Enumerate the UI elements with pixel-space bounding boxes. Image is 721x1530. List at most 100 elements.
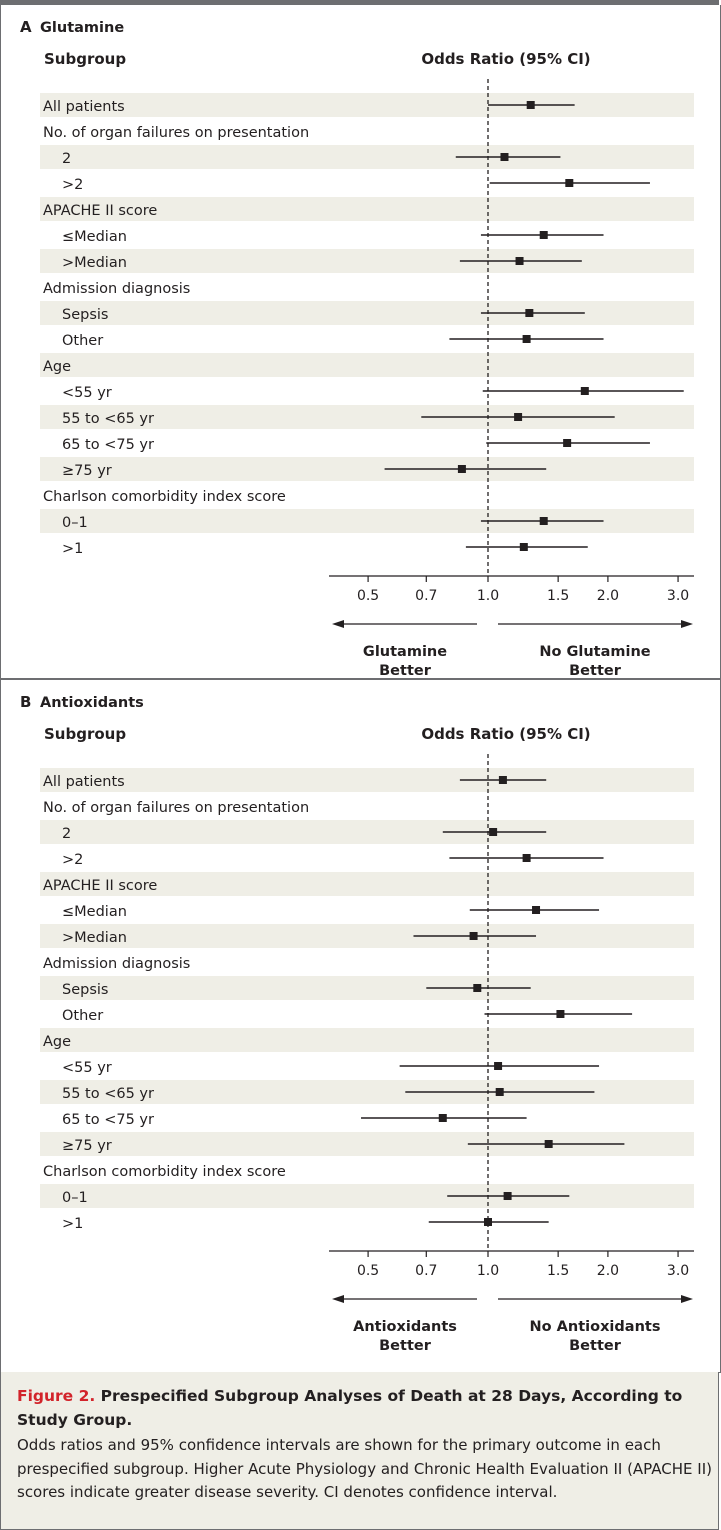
point-estimate	[469, 932, 478, 940]
x-tick-label: 3.0	[667, 588, 689, 604]
point-estimate	[489, 828, 498, 836]
x-tick-label: 2.0	[597, 588, 619, 604]
subgroup-label: >Median	[62, 255, 127, 271]
x-tick-label: 3.0	[667, 1263, 689, 1279]
x-tick-label: 0.7	[415, 588, 437, 604]
subgroup-heading: Admission diagnosis	[43, 281, 190, 297]
favors-right-label: Better	[569, 663, 622, 678]
x-tick-label: 0.5	[357, 588, 379, 604]
row-band	[40, 872, 694, 896]
row-band	[40, 820, 694, 844]
row-band	[40, 1184, 694, 1208]
subgroup-heading: Charlson comorbidity index score	[43, 1164, 286, 1180]
subgroup-label: >2	[62, 177, 83, 193]
subgroup-heading: No. of organ failures on presentation	[43, 125, 309, 141]
subgroup-label: 0–1	[62, 1190, 88, 1206]
point-estimate	[503, 1192, 512, 1200]
subgroup-label: <55 yr	[62, 385, 112, 401]
favors-left-arrowhead	[332, 620, 344, 628]
x-tick-label: 0.7	[415, 1263, 437, 1279]
panel-letter: B	[20, 693, 31, 711]
point-estimate	[494, 1062, 503, 1070]
point-estimate	[514, 413, 523, 421]
point-estimate	[522, 854, 531, 862]
favors-right-label: Better	[569, 1338, 622, 1354]
favors-left-arrowhead	[332, 1295, 344, 1303]
subgroup-label: Sepsis	[62, 982, 108, 998]
row-band	[40, 93, 694, 117]
point-estimate	[500, 153, 509, 161]
point-estimate	[522, 335, 531, 343]
subgroup-label: 65 to <75 yr	[62, 437, 154, 453]
subgroup-heading: Admission diagnosis	[43, 956, 190, 972]
point-estimate	[532, 906, 541, 914]
row-band	[40, 1028, 694, 1052]
row-band	[40, 976, 694, 1000]
point-estimate	[526, 101, 535, 109]
favors-right-arrowhead	[681, 1295, 693, 1303]
subgroup-label: >1	[62, 1216, 83, 1232]
point-estimate	[539, 231, 548, 239]
top-rule	[0, 0, 719, 5]
subgroup-label: ≤Median	[62, 904, 127, 920]
row-band	[40, 197, 694, 221]
point-estimate	[580, 387, 589, 395]
point-estimate	[539, 517, 548, 525]
subgroup-label: ≤Median	[62, 229, 127, 245]
x-tick-label: 1.5	[547, 1263, 569, 1279]
subgroup-heading: Charlson comorbidity index score	[43, 489, 286, 505]
point-estimate	[565, 179, 574, 187]
row-band	[40, 301, 694, 325]
subgroup-label: >2	[62, 852, 83, 868]
figure-caption: Figure 2. Prespecified Subgroup Analyses…	[0, 1372, 719, 1530]
point-estimate	[438, 1114, 447, 1122]
subgroup-column-header: Subgroup	[44, 50, 126, 68]
subgroup-label: 2	[62, 826, 71, 842]
panel-letter: A	[20, 18, 32, 36]
subgroup-heading: Age	[43, 359, 71, 375]
caption-title: Figure 2. Prespecified Subgroup Analyses…	[17, 1384, 709, 1432]
figure-label: Figure 2.	[17, 1387, 96, 1405]
point-estimate	[556, 1010, 565, 1018]
subgroup-label: Other	[62, 333, 103, 349]
point-estimate	[515, 257, 524, 265]
panel-title: Antioxidants	[40, 695, 144, 711]
x-tick-label: 1.0	[477, 1263, 499, 1279]
caption-body: Odds ratios and 95% confidence intervals…	[17, 1436, 712, 1501]
subgroup-label: 2	[62, 151, 71, 167]
subgroup-label: ≥75 yr	[62, 1138, 112, 1154]
x-tick-label: 1.5	[547, 588, 569, 604]
x-tick-label: 1.0	[477, 588, 499, 604]
subgroup-label: >1	[62, 541, 83, 557]
point-estimate	[563, 439, 572, 447]
point-estimate	[498, 776, 507, 784]
point-estimate	[544, 1140, 553, 1148]
point-estimate	[525, 309, 534, 317]
point-estimate	[495, 1088, 504, 1096]
subgroup-heading: No. of organ failures on presentation	[43, 800, 309, 816]
panel-a-glutamine: A Glutamine Subgroup Odds Ratio (95% CI) All…	[0, 5, 721, 679]
subgroup-heading: All patients	[43, 774, 125, 790]
row-band	[40, 353, 694, 377]
subgroup-label: >Median	[62, 930, 127, 946]
subgroup-label: 55 to <65 yr	[62, 411, 154, 427]
panel-title: Glutamine	[40, 20, 124, 36]
favors-left-label: Glutamine	[363, 644, 447, 660]
favors-left-label: Better	[379, 1338, 432, 1354]
subgroup-label: Sepsis	[62, 307, 108, 323]
subgroup-heading: All patients	[43, 99, 125, 115]
row-band	[40, 249, 694, 273]
point-estimate	[473, 984, 482, 992]
odds-ratio-column-header: Odds Ratio (95% CI)	[421, 50, 590, 68]
subgroup-label: <55 yr	[62, 1060, 112, 1076]
row-band	[40, 145, 694, 169]
row-band	[40, 768, 694, 792]
point-estimate	[457, 465, 466, 473]
favors-right-label: No Glutamine	[539, 644, 650, 660]
favors-right-label: No Antioxidants	[530, 1319, 661, 1335]
subgroup-label: 55 to <65 yr	[62, 1086, 154, 1102]
favors-right-arrowhead	[681, 620, 693, 628]
odds-ratio-column-header: Odds Ratio (95% CI)	[421, 725, 590, 743]
favors-left-label: Antioxidants	[353, 1319, 457, 1335]
subgroup-label: ≥75 yr	[62, 463, 112, 479]
